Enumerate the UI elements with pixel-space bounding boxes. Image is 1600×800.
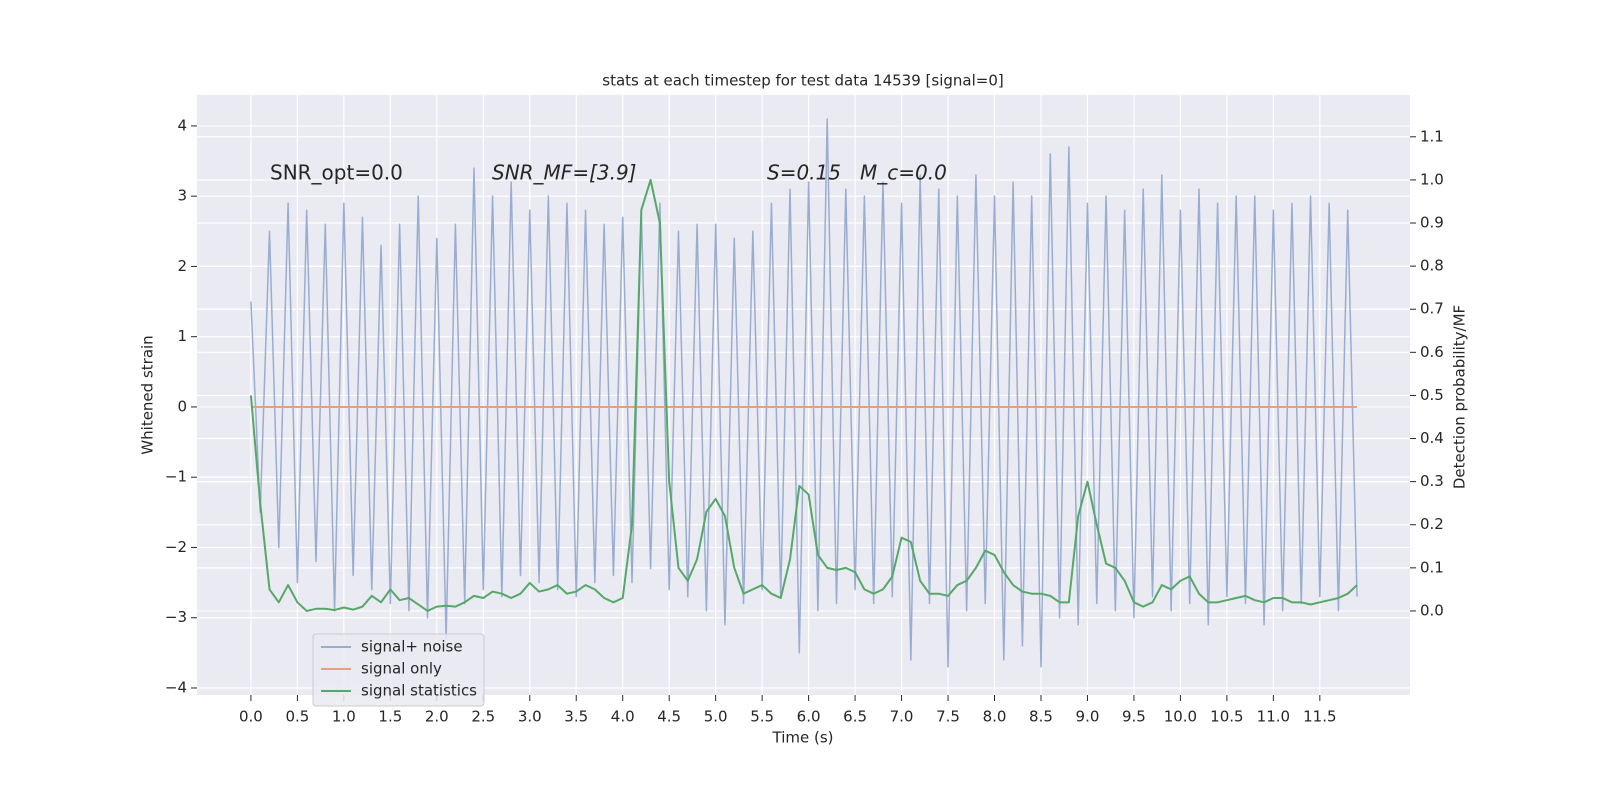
y-tick-label: −2 [165,538,187,556]
y-axis-label: Whitened strain [139,335,157,454]
y2-tick-label: 0.8 [1420,257,1444,275]
x-tick-label: 6.0 [797,708,821,726]
x-tick-label: 1.5 [378,708,402,726]
x-axis-label: Time (s) [772,729,834,747]
x-tick-label: 2.5 [471,708,495,726]
x-tick-label: 11.5 [1303,708,1336,726]
x-tick-label: 9.0 [1076,708,1100,726]
x-tick-label: 4.5 [657,708,681,726]
y-tick-label: −1 [165,468,187,486]
legend-label: signal+ noise [361,638,463,656]
annotation: SNR_MF=[3.9] [492,161,636,185]
x-tick-label: 5.5 [750,708,774,726]
legend-box [312,633,485,707]
series-line [249,178,1358,612]
y-tick-label: −3 [165,608,187,626]
annotation: M_c=0.0 [860,161,947,185]
y2-axis-label: Detection probability/MF [1451,305,1469,489]
y-tick-label: 1 [177,327,187,345]
x-tick-label: 7.0 [890,708,914,726]
x-tick-label: 2.0 [425,708,449,726]
chart-title: stats at each timestep for test data 145… [602,72,1003,90]
x-tick-label: 6.5 [843,708,867,726]
x-tick-label: 1.0 [332,708,356,726]
legend-label: signal statistics [361,682,477,700]
x-tick-label: 0.5 [285,708,309,726]
annotation: S=0.15 [767,161,841,185]
x-tick-label: 3.0 [518,708,542,726]
y-tick-label: 4 [177,116,187,134]
marks [249,118,1358,668]
y2-tick-label: 0.4 [1420,429,1444,447]
x-tick-label: 9.5 [1122,708,1146,726]
x-tick-label: 0.0 [239,708,263,726]
x-tick-label: 10.0 [1164,708,1197,726]
y2-tick-label: 0.1 [1420,558,1444,576]
y-tick-label: 0 [177,397,187,415]
y2-tick-label: 0.5 [1420,386,1444,404]
y2-tick-label: 0.7 [1420,300,1444,318]
annotation: SNR_opt=0.0 [270,161,403,185]
y-tick-label: −4 [165,678,187,696]
x-tick-label: 10.5 [1210,708,1243,726]
y2-tick-label: 1.0 [1420,170,1444,188]
legend-label: signal only [361,660,442,678]
y-tick-label: 2 [177,257,187,275]
x-tick-label: 8.0 [983,708,1007,726]
x-tick-label: 5.0 [704,708,728,726]
y-tick-label: 3 [177,187,187,205]
y2-tick-label: 0.6 [1420,343,1444,361]
y2-tick-label: 1.1 [1420,127,1444,145]
x-tick-label: 8.5 [1029,708,1053,726]
x-tick-label: 4.0 [611,708,635,726]
y2-tick-label: 0.2 [1420,515,1444,533]
legend: signal+ noise signal only signal statistic… [312,633,485,707]
x-tick-label: 11.0 [1257,708,1290,726]
x-tick-label: 3.5 [564,708,588,726]
y2-tick-label: 0.0 [1420,601,1444,619]
y2-tick-label: 0.9 [1420,214,1444,232]
series-line [250,118,1358,668]
x-tick-label: 7.5 [936,708,960,726]
y2-tick-label: 0.3 [1420,472,1444,490]
